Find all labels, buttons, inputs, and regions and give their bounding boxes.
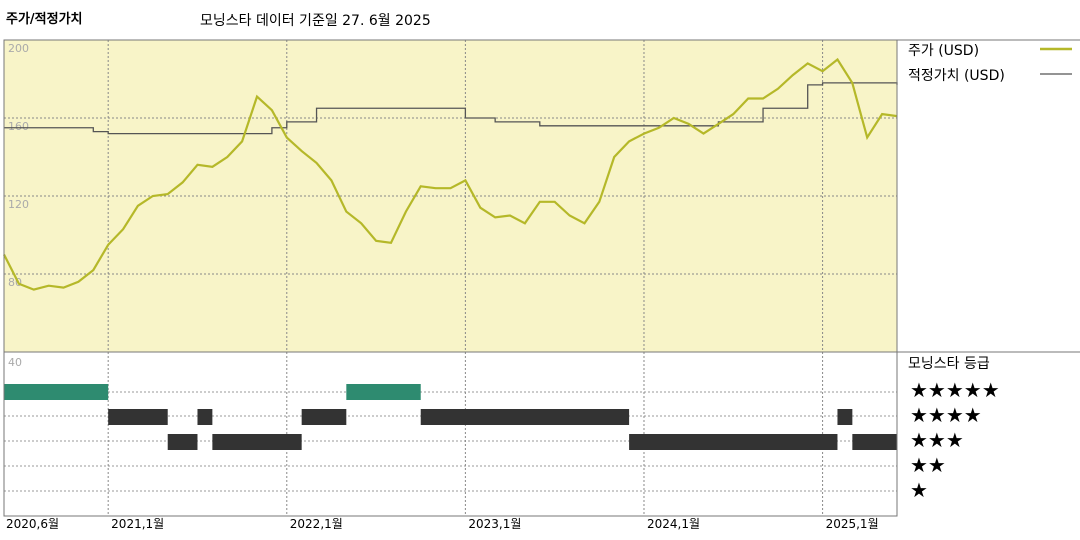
- x-tick-label: 2024,1월: [647, 517, 700, 531]
- rating-y-tick-label: 40: [8, 356, 22, 369]
- rating-bar-4-star: [108, 409, 168, 425]
- fair-value-line: [4, 82, 898, 135]
- legend-fair-value-label: 적정가치 (USD): [908, 68, 1005, 84]
- legend-price-label: 주가 (USD): [908, 43, 979, 59]
- rating-bar-3-star: [212, 434, 302, 450]
- y-tick-label: 80: [8, 276, 22, 289]
- rating-legend-stars: ★: [910, 478, 928, 502]
- chart-title: 주가/적정가치: [6, 12, 83, 27]
- rating-legend-stars: ★★: [910, 453, 946, 477]
- rating-bar-4-star: [837, 409, 853, 425]
- rating-bar-4-star: [301, 409, 347, 425]
- chart-frame: [3, 39, 898, 517]
- x-tick-label: 2021,1월: [111, 517, 164, 531]
- rating-legend-stars: ★★★: [910, 428, 964, 452]
- x-tick-label: 2025,1월: [826, 517, 879, 531]
- rating-bar-5-star: [346, 384, 421, 400]
- rating-bar-3-star: [852, 434, 897, 450]
- y-tick-label: 200: [8, 42, 29, 55]
- rating-legend-stars: ★★★★★: [910, 378, 1000, 402]
- rating-legend-stars: ★★★★: [910, 403, 982, 427]
- y-tick-label: 120: [8, 198, 29, 211]
- y-tick-label: 160: [8, 120, 29, 133]
- rating-bar-4-star: [197, 409, 213, 425]
- rating-bar-4-star: [420, 409, 630, 425]
- price-line: [3, 57, 898, 291]
- rating-legend-title: 모닝스타 등급: [908, 356, 990, 372]
- chart-subtitle: 모닝스타 데이터 기준일 27. 6월 2025: [200, 13, 431, 29]
- rating-bar-3-star: [629, 434, 838, 450]
- x-tick-label: 2020,6월: [6, 517, 59, 531]
- rating-bar-3-star: [167, 434, 198, 450]
- x-tick-label: 2023,1월: [468, 517, 521, 531]
- x-tick-label: 2022,1월: [290, 517, 343, 531]
- rating-bar-5-star: [4, 384, 109, 400]
